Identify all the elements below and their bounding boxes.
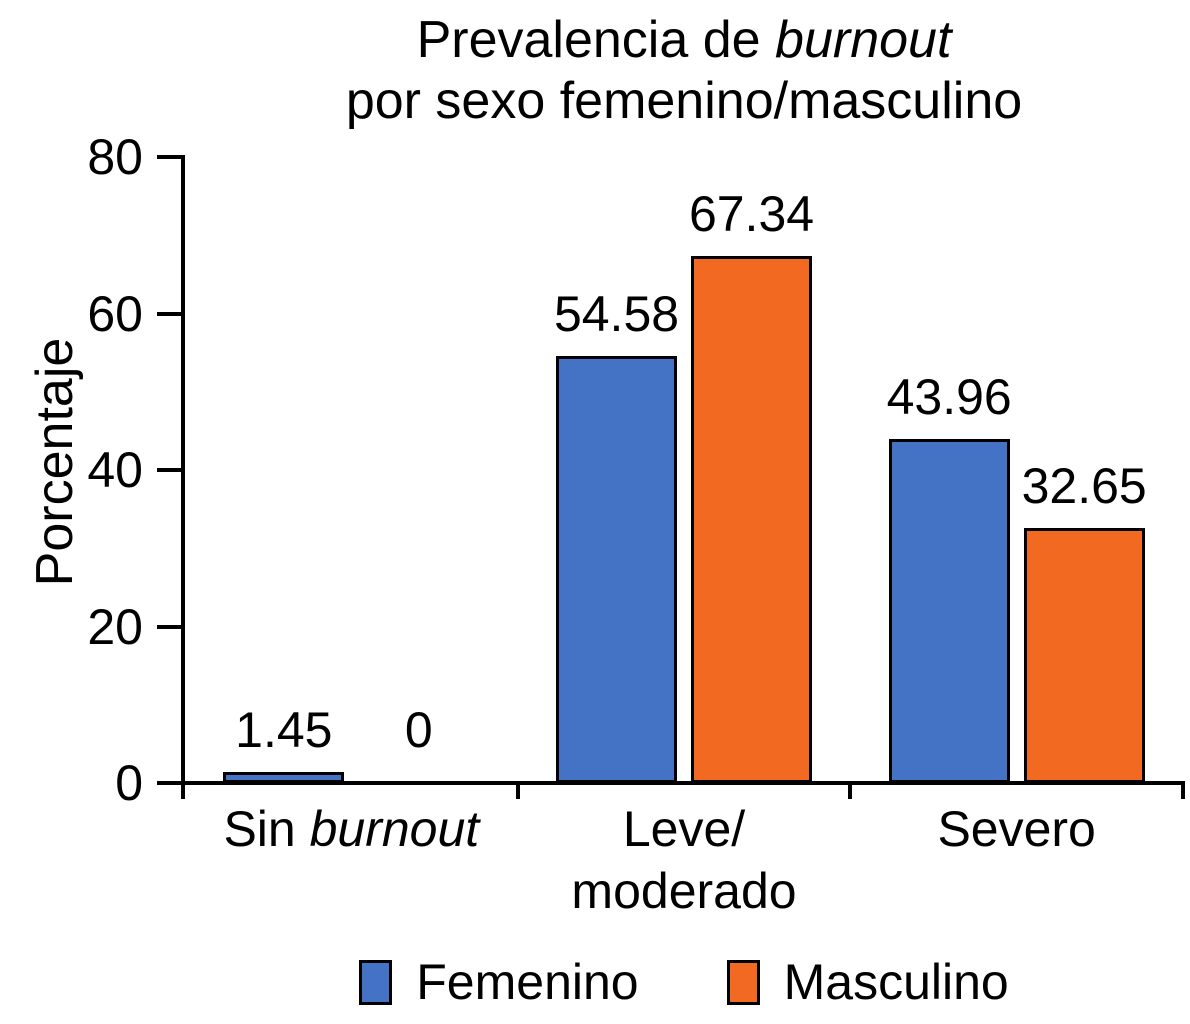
text: Leve/	[622, 801, 746, 857]
category-label: Leve/moderado	[434, 798, 934, 922]
bar-value-label: 0	[404, 701, 433, 758]
italic-text: burnout	[775, 11, 952, 69]
text: Severo	[937, 801, 1096, 857]
category-label-line: Sin burnout	[101, 798, 601, 860]
bar-femenino	[888, 439, 1010, 783]
legend-label: Femenino	[416, 954, 639, 1010]
y-tick-label: 80	[87, 129, 143, 185]
chart-title: Prevalencia de burnout por sexo femenino/…	[185, 10, 1183, 132]
bar-masculino	[691, 256, 812, 783]
x-axis-line	[181, 781, 1185, 785]
category-label: Sin burnout	[101, 798, 601, 860]
y-tick-label: 40	[87, 442, 143, 498]
category-label: Severo	[767, 798, 1190, 860]
y-tick-label: 0	[115, 755, 143, 811]
y-axis-tick	[157, 468, 181, 472]
category-label-line: moderado	[434, 860, 934, 922]
text: moderado	[571, 863, 797, 919]
legend-label: Masculino	[783, 954, 1009, 1010]
category-label-line: Severo	[767, 798, 1190, 860]
bar-value-label: 67.34	[688, 186, 815, 243]
x-axis-tick	[1181, 783, 1185, 799]
legend-item-femenino: Femenino	[359, 954, 639, 1010]
y-axis-tick	[157, 311, 181, 316]
bar-value-label: 1.45	[235, 701, 333, 758]
y-tick-label: 60	[87, 285, 143, 342]
y-axis-line	[181, 155, 185, 799]
text: por sexo femenino/masculino	[345, 72, 1023, 130]
bar-masculino	[1023, 527, 1145, 783]
chart-title-line: por sexo femenino/masculino	[185, 71, 1183, 132]
y-axis-tick	[157, 155, 181, 159]
bar-value-label: 43.96	[886, 369, 1012, 425]
legend: Femenino Masculino	[185, 946, 1183, 1018]
y-axis-tick	[157, 624, 181, 629]
legend-item-masculino: Masculino	[726, 954, 1009, 1010]
y-axis-tick	[157, 781, 181, 785]
text: Sin	[223, 801, 310, 857]
legend-swatch	[359, 959, 393, 1005]
bar-value-label: 54.58	[553, 285, 680, 342]
chart-title-line: Prevalencia de burnout	[185, 10, 1183, 71]
legend-swatch	[726, 959, 760, 1005]
bar-value-label: 32.65	[1021, 457, 1147, 514]
text: Prevalencia de	[416, 11, 776, 69]
bar-femenino	[223, 771, 345, 783]
category-label-line: Leve/	[434, 798, 934, 860]
x-axis-tick	[515, 783, 520, 799]
x-axis-tick	[848, 783, 853, 799]
bar-femenino	[556, 355, 677, 783]
y-tick-label: 20	[87, 598, 143, 655]
italic-text: burnout	[309, 801, 480, 857]
